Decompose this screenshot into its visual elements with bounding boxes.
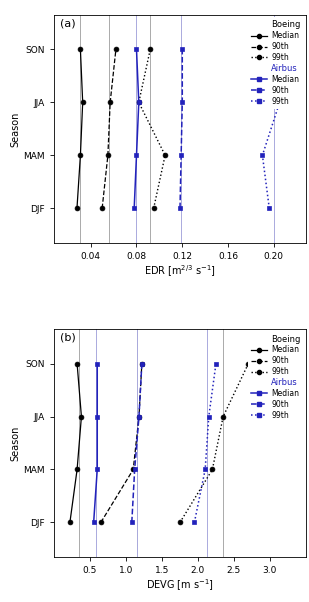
X-axis label: EDR [m$^{2/3}$ s$^{-1}$]: EDR [m$^{2/3}$ s$^{-1}$]	[144, 264, 216, 279]
X-axis label: DEVG [m s$^{-1}$]: DEVG [m s$^{-1}$]	[146, 578, 214, 593]
Text: (a): (a)	[60, 19, 76, 28]
Legend: Boeing, Median, 90th, 99th, Airbus, Median, 90th, 99th: Boeing, Median, 90th, 99th, Airbus, Medi…	[248, 17, 304, 109]
Y-axis label: Season: Season	[11, 426, 21, 461]
Text: (b): (b)	[60, 333, 76, 343]
Legend: Boeing, Median, 90th, 99th, Airbus, Median, 90th, 99th: Boeing, Median, 90th, 99th, Airbus, Medi…	[248, 332, 304, 423]
Y-axis label: Season: Season	[11, 111, 21, 146]
